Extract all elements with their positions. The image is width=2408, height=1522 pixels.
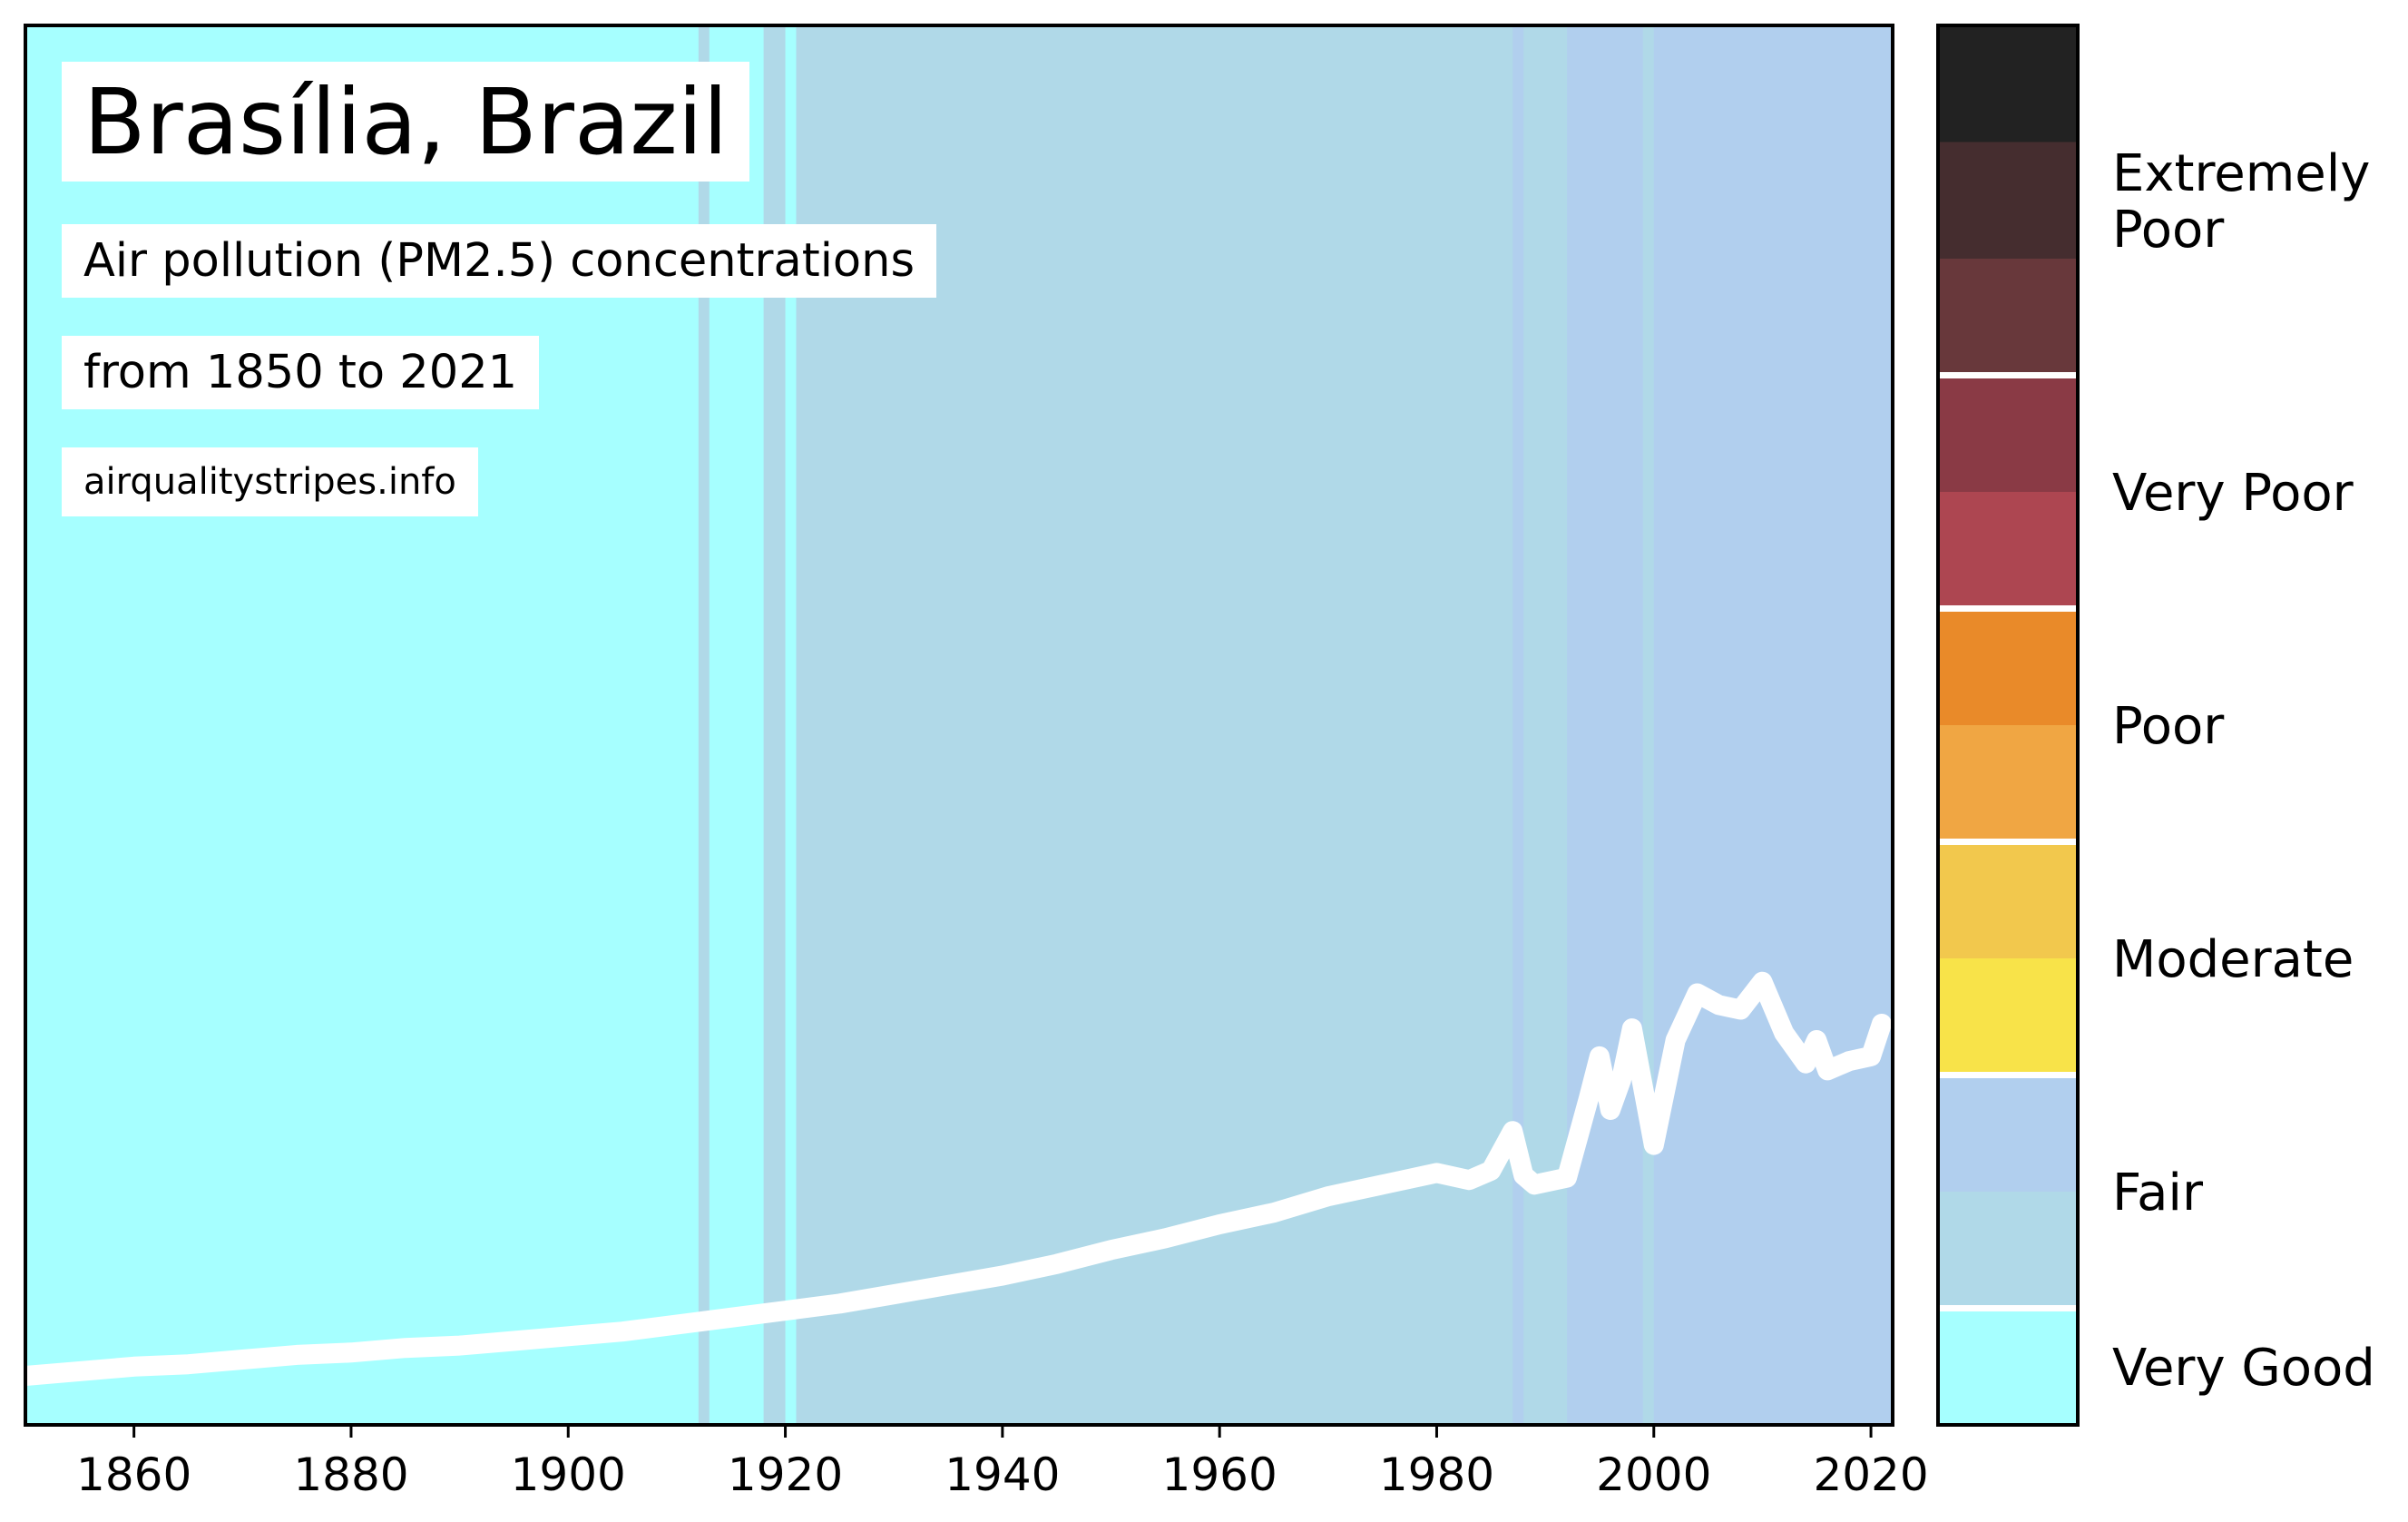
plot-frame [24,24,1894,1427]
x-tick-label: 1960 [1162,1448,1277,1501]
scale-color-segment [1938,841,2078,959]
x-tick-label: 1980 [1379,1448,1494,1501]
x-tick-label: 1900 [511,1448,626,1501]
category-label: Fair [2112,1164,2204,1223]
scale-color-segment [1938,259,2078,376]
scale-color-segment [1938,142,2078,260]
scale-color-segment [1938,1075,2078,1193]
category-scale-bar [1938,25,2078,1426]
scale-bar-frame [1936,24,2080,1427]
scale-color-segment [1938,1192,2078,1309]
scale-color-segment [1938,375,2078,493]
scale-color-segment [1938,492,2078,609]
scale-color-segment [1938,725,2078,842]
category-label: Very Good [2112,1339,2375,1398]
scale-color-segment [1938,608,2078,726]
pollution-line-group [15,971,1892,1386]
stripe-band [1512,25,1524,1425]
category-label: Poor [2112,697,2225,756]
x-tick-label: 1940 [945,1448,1060,1501]
period-label: from 1850 to 2021 [62,336,540,410]
category-label: Extremely [2112,144,2370,203]
scale-color-segment [1938,958,2078,1075]
x-tick-label: 1920 [728,1448,843,1501]
stripe-band [1523,25,1568,1425]
chart-title: Brasília, Brazil [62,62,750,182]
x-tick-label: 1860 [76,1448,191,1501]
x-tick-label: 1880 [293,1448,408,1501]
scale-color-segment [1938,25,2078,142]
category-label: Poor [2112,201,2225,260]
category-label: Moderate [2112,930,2354,989]
source-link[interactable]: airqualitystripes.info [62,447,478,516]
x-tick-label: 2020 [1813,1448,1928,1501]
stripe-band [785,25,798,1425]
category-label: Very Poor [2112,464,2354,523]
stripe-band [698,25,710,1425]
scale-color-segment [1938,1308,2078,1426]
x-tick-label: 2000 [1596,1448,1711,1501]
stripe-band [1642,25,1655,1425]
x-axis: 1860 1880 1900 1920 1940 1960 1980 2000 2020 [76,1425,1929,1501]
chart-subtitle: Air pollution (PM2.5) concentrations [62,224,937,299]
stripe-band [1653,25,1894,1425]
pollution-series-line [15,971,1892,1386]
stripe-band [1567,25,1644,1425]
